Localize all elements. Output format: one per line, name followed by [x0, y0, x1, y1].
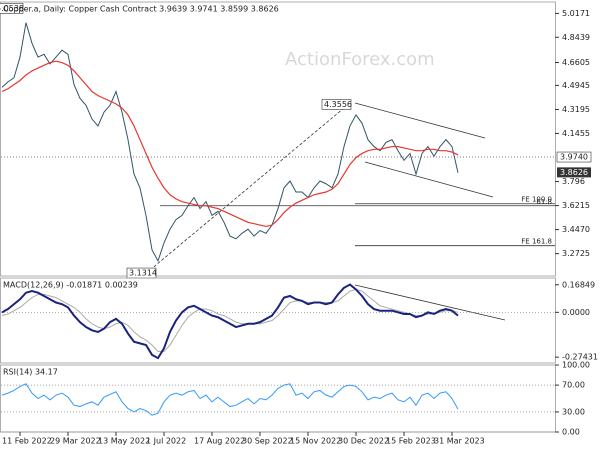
price-label: 3.9740 [560, 153, 588, 162]
fib-label: 61.8 [536, 198, 552, 206]
price-box [556, 151, 592, 163]
macd-trendline [354, 284, 506, 321]
last-price-box [557, 167, 591, 178]
x-tick-label: 1 Jul 2022 [146, 437, 186, 446]
panel-border [0, 1, 556, 277]
y-tick-label: 70.00 [562, 381, 585, 390]
panel-border [0, 277, 556, 364]
x-tick-label: 31 Mar 2023 [434, 437, 485, 446]
y-tick-label: 4.3195 [562, 105, 590, 114]
series-line [1, 383, 459, 416]
x-tick-label: 15 Nov 2022 [290, 437, 341, 446]
channel-dashed [149, 102, 351, 271]
x-tick-label: 15 Feb 2023 [386, 437, 436, 446]
x-tick-label: 30 Sep 2022 [242, 437, 293, 446]
series-line [1, 288, 459, 353]
annotation-label: 4.3556 [324, 100, 352, 109]
fib-label: FE 100.0 [521, 196, 552, 204]
y-tick-label: 4.6605 [562, 58, 590, 67]
y-tick-label: -0.27431 [562, 353, 598, 362]
y-tick-label: 4.1455 [562, 129, 590, 138]
x-tick-label: 17 Aug 2022 [194, 437, 245, 446]
panel-title: Copper.a, Daily: Copper Cash Contract 3.… [3, 5, 279, 14]
annotation-label: 3.1314 [129, 269, 157, 278]
y-tick-label: 3.4470 [562, 225, 590, 234]
y-tick-label: 30.00 [562, 407, 585, 416]
x-tick-label: 11 Feb 2022 [2, 437, 52, 446]
series-line [1, 22, 459, 263]
watermark: ActionForex.com [285, 49, 435, 70]
series-line [1, 60, 459, 228]
y-tick-label: 100.00 [562, 361, 590, 370]
y-tick-label: 0.16849 [562, 280, 595, 289]
y-tick-label: 3.2725 [562, 249, 590, 258]
last-price-label: 3.8626 [560, 168, 588, 177]
y-tick-label: 3.6215 [562, 201, 590, 210]
y-tick-label: 3.796 [562, 177, 585, 186]
x-tick-label: 30 Dec 2022 [338, 437, 389, 446]
y-tick-label: 4.4945 [562, 81, 590, 90]
y-tick-label: 0.0000 [562, 308, 590, 317]
y-tick-label: 0.00 [562, 428, 580, 437]
panel-title: RSI(14) 34.17 [3, 368, 58, 377]
series-line [1, 283, 459, 360]
panel-title: MACD(12,26,9) -0.01871 0.00239 [3, 281, 138, 290]
annotation-label: 5.0538 [0, 4, 24, 13]
channel-lower [364, 161, 494, 198]
annotation-box [0, 3, 24, 14]
x-tick-label: 29 Mar 2022 [50, 437, 101, 446]
y-tick-label: 5.0171 [562, 9, 590, 18]
annotation-box [321, 99, 352, 110]
fib-label: FE 161.8 [521, 238, 552, 246]
channel-upper [354, 102, 486, 139]
x-tick-label: 13 May 2022 [98, 437, 150, 446]
y-tick-label: 4.8439 [562, 33, 590, 42]
